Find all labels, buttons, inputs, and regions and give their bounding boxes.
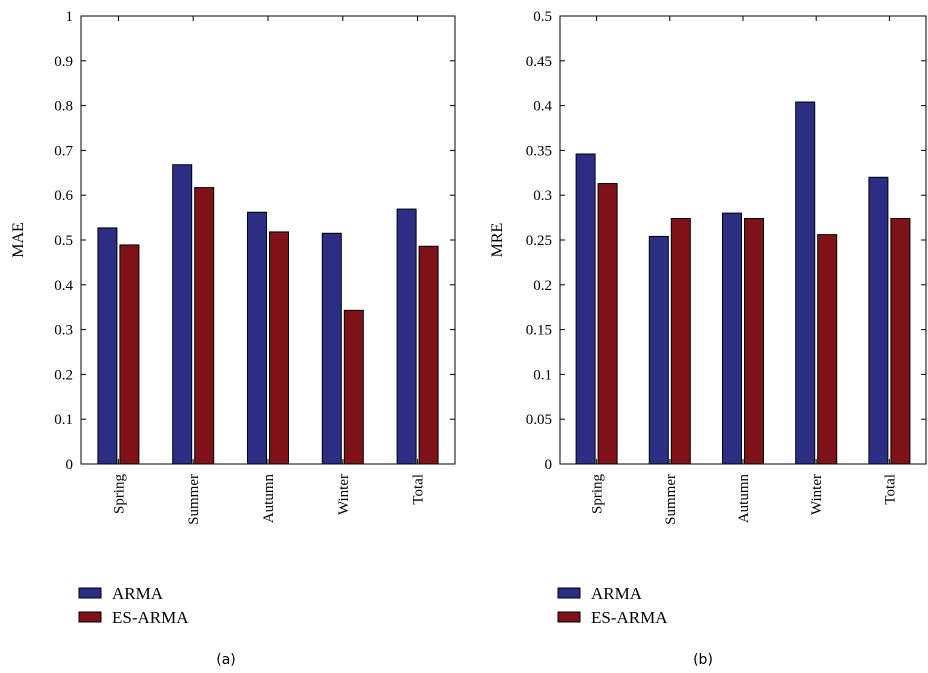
- bar-es-arma-total: [890, 217, 911, 465]
- bar-es-arma-summer: [670, 217, 691, 465]
- x-category-label: Autumn: [261, 474, 277, 524]
- x-category-label: Summer: [663, 474, 679, 525]
- y-axis-label: MAE: [10, 222, 27, 258]
- bar-arma-autumn: [722, 212, 742, 465]
- legend-swatch-arma: [557, 587, 581, 599]
- bar-es-arma-total: [418, 245, 439, 465]
- y-tick-label: 0: [545, 457, 553, 473]
- y-tick-label: 0.5: [533, 9, 552, 25]
- bar-es-arma-winter: [817, 234, 838, 465]
- bar-arma-total: [396, 208, 417, 465]
- y-tick-label: 0.6: [54, 188, 73, 204]
- x-category-label: Total: [882, 474, 898, 505]
- y-tick-label: 0.1: [54, 412, 73, 428]
- bar-es-arma-summer: [194, 187, 215, 465]
- chart-panel-a: 0 0.1 0.2 0.3 0.4 0.5 0.6 0.7 0.8 0.9 1 MAE Spring Su…: [10, 9, 456, 668]
- bar-arma-winter: [321, 232, 342, 465]
- legend-swatch-arma: [78, 587, 102, 599]
- legend-label-arma: ARMA: [112, 584, 164, 603]
- bar-arma-autumn: [247, 211, 267, 465]
- legend-label-es-arma: ES-ARMA: [112, 608, 189, 627]
- x-category-label: Spring: [111, 474, 127, 515]
- panel-caption: (b): [693, 652, 713, 668]
- y-tick-label: 1: [66, 9, 74, 25]
- bar-arma-summer: [648, 235, 669, 465]
- x-category-label: Total: [411, 474, 427, 505]
- y-tick-label: 0.05: [526, 412, 552, 428]
- y-tick-label: 0.1: [533, 367, 552, 383]
- y-tick-label: 0.7: [54, 143, 73, 159]
- x-category-label: Winter: [809, 474, 825, 515]
- y-tick-label: 0.25: [526, 233, 552, 249]
- legend-label-es-arma: ES-ARMA: [591, 608, 668, 627]
- y-axis-label: MRE: [489, 223, 506, 258]
- x-category-label: Spring: [590, 474, 606, 515]
- bar-arma-spring: [97, 227, 118, 465]
- panel-caption: (a): [216, 652, 236, 668]
- x-category-label: Winter: [336, 474, 352, 515]
- y-tick-label: 0.3: [54, 323, 73, 339]
- y-tick-label: 0.35: [526, 143, 552, 159]
- y-tick-label: 0.4: [54, 278, 73, 294]
- y-tick-label: 0.4: [533, 99, 552, 115]
- x-category-label: Autumn: [736, 474, 752, 524]
- legend-swatch-es-arma: [78, 611, 102, 623]
- y-tick-label: 0.9: [54, 54, 73, 70]
- legend-swatch-es-arma: [557, 611, 581, 623]
- y-tick-label: 0.15: [526, 323, 552, 339]
- bar-es-arma-spring: [119, 244, 140, 465]
- x-category-label: Summer: [186, 474, 202, 525]
- bar-arma-summer: [172, 164, 193, 465]
- bar-es-arma-spring: [597, 183, 618, 465]
- bar-es-arma-winter: [343, 309, 364, 465]
- bar-arma-winter: [795, 101, 816, 465]
- y-tick-label: 0.2: [533, 278, 552, 294]
- y-tick-label: 0.2: [54, 367, 73, 383]
- y-tick-label: 0.45: [526, 54, 552, 70]
- bar-es-arma-autumn: [744, 217, 764, 465]
- bar-es-arma-autumn: [269, 231, 289, 465]
- bar-arma-total: [868, 176, 889, 465]
- y-tick-label: 0.3: [533, 188, 552, 204]
- bar-arma-spring: [575, 153, 596, 465]
- legend-label-arma: ARMA: [591, 584, 643, 603]
- y-tick-label: 0.5: [54, 233, 73, 249]
- y-tick-label: 0: [66, 457, 74, 473]
- chart-panel-b: 0 0.05 0.1 0.15 0.2 0.25 0.3 0.35 0.4 0.45 0.5 MRE S…: [489, 9, 927, 668]
- y-tick-label: 0.8: [54, 99, 73, 115]
